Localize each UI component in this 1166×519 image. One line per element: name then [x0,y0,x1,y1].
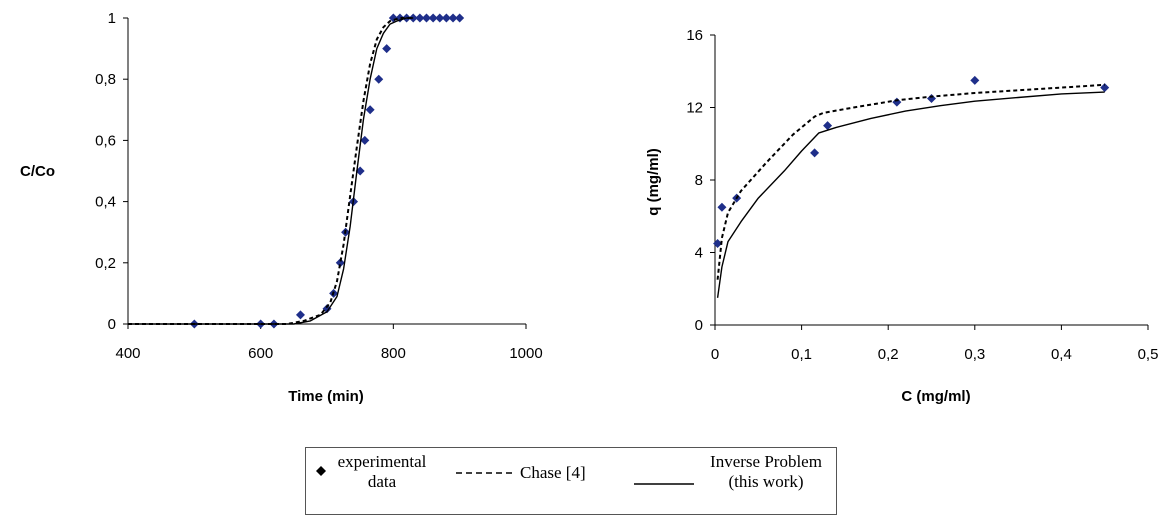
right-data-point [823,121,833,131]
legend: experimental data Chase [4] Inverse Prob… [305,447,837,515]
right-x-axis-label: C (mg/ml) [901,388,970,405]
legend-inverse-line2: (this work) [728,472,804,491]
left-data-point [382,44,392,54]
right-x-tick-label: 0,3 [964,346,985,363]
legend-inverse-line1: Inverse Problem [710,452,822,471]
left-data-point [428,13,438,23]
left-x-tick-label: 600 [248,345,273,362]
right-data-point [713,238,723,248]
right-x-tick-label: 0,5 [1138,346,1159,363]
right-x-tick-label: 0,4 [1051,346,1072,363]
left-x-tick-label: 1000 [509,345,542,362]
left-y-tick-label: 0,2 [95,255,116,272]
left-data-point [374,74,384,84]
right-data-point [970,75,980,85]
left-x-tick-label: 800 [381,345,406,362]
left-y-tick-label: 1 [108,10,116,27]
left-x-tick-label: 400 [115,345,140,362]
right-y-tick-label: 12 [686,100,703,117]
left-inverse-solid-line [128,17,414,325]
isotherm-chart: q (mg/ml) C (mg/ml) 0 0,1 0,2 0,3 0,4 0,5 0 4 8 1… [645,27,1158,405]
left-y-tick-label: 0,6 [95,132,116,149]
left-y-tick-label: 0 [108,316,116,333]
legend-entry-experimental: experimental data [326,452,438,492]
breakthrough-chart: C/Co Time (min) 400 600 800 1000 0 0,2 0,4 0,6 0… [20,10,543,405]
right-inverse-solid-line [716,91,1105,298]
left-data-point [435,13,445,23]
right-data-point [892,97,902,107]
left-chase-dashed-line [128,17,414,325]
legend-line-solid [634,483,694,485]
right-data-point [810,148,820,158]
right-chase-dashed-line [716,83,1105,280]
left-data-point [441,13,451,23]
right-y-tick-label: 4 [695,245,703,262]
right-data-point [1100,83,1110,93]
legend-marker-experimental [316,466,326,476]
right-x-tick-label: 0,2 [878,346,899,363]
right-y-tick-label: 0 [695,317,703,334]
left-data-point [295,310,305,320]
left-y-tick-label: 0,8 [95,71,116,88]
legend-entry-inverse: Inverse Problem (this work) [701,452,831,492]
left-data-point [448,13,458,23]
left-data-point [335,258,345,268]
right-y-tick-label: 16 [686,27,703,44]
left-data-point [422,13,431,23]
legend-experimental-line1: experimental [337,452,427,471]
left-data-point [408,13,418,23]
left-y-tick-label: 0,4 [95,194,116,211]
right-data-point [717,202,727,212]
left-x-axis-label: Time (min) [288,388,364,405]
right-x-tick-label: 0 [711,346,719,363]
legend-chase-label: Chase [4] [520,463,586,482]
left-data-point [355,166,365,176]
left-data-point [415,13,425,23]
right-y-axis-label: q (mg/ml) [645,148,662,216]
legend-experimental-line2: data [367,472,397,491]
legend-line-dashed [456,472,516,474]
right-y-tick-label: 8 [695,172,703,189]
left-data-point [455,13,465,23]
right-data-point [927,93,936,103]
left-y-axis-label: C/Co [20,163,55,180]
right-x-tick-label: 0,1 [791,346,812,363]
left-data-point [365,105,375,115]
left-data-point [360,135,370,145]
